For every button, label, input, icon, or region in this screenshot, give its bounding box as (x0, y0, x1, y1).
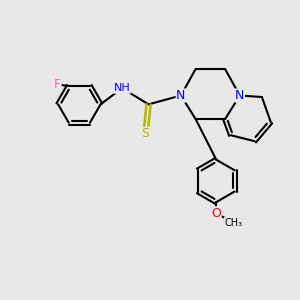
Text: S: S (142, 127, 150, 140)
Text: F: F (54, 78, 61, 91)
Text: N: N (176, 89, 186, 102)
Text: CH₃: CH₃ (224, 218, 242, 228)
Text: NH: NH (114, 83, 130, 93)
Text: N: N (235, 89, 244, 102)
Text: O: O (211, 207, 221, 220)
